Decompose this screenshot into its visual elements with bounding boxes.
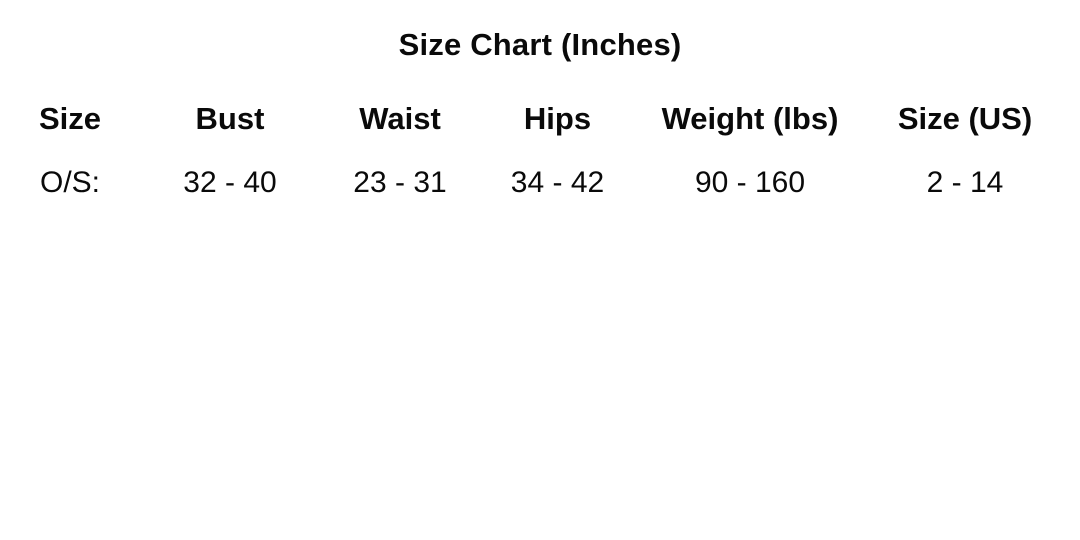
chart-title: Size Chart (Inches)	[398, 27, 682, 62]
cell-size: O/S:	[39, 166, 100, 199]
header-size: Size	[38, 101, 102, 136]
cell-bust: 32 - 40	[183, 166, 277, 199]
header-bust: Bust	[195, 101, 265, 136]
cell-size-us: 2 - 14	[926, 166, 1004, 199]
header-hips: Hips	[523, 101, 592, 136]
cell-waist: 23 - 31	[353, 166, 447, 199]
table-row: O/S: 32 - 40 23 - 31 34 - 42 90 - 160 2 …	[0, 166, 1080, 200]
header-size-us: Size (US)	[897, 101, 1033, 136]
table-header-row: Size Bust Waist Hips Weight (lbs) Size (…	[0, 102, 1080, 136]
cell-hips: 34 - 42	[510, 166, 605, 199]
cell-weight: 90 - 160	[694, 166, 806, 199]
header-weight: Weight (lbs)	[661, 101, 839, 136]
header-waist: Waist	[359, 101, 441, 136]
